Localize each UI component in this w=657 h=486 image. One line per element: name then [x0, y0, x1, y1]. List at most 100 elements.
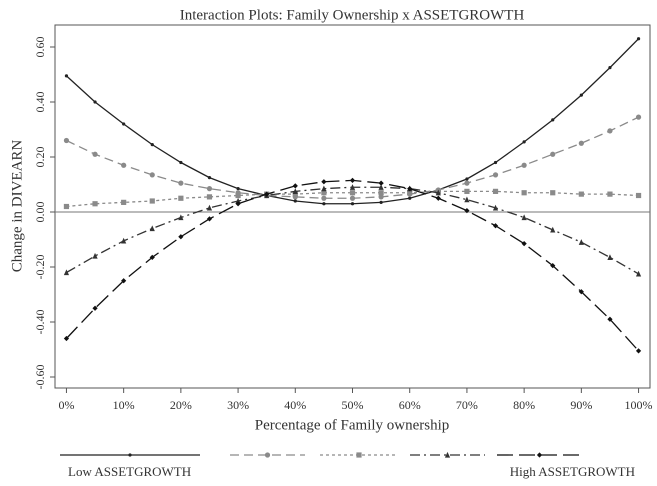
marker	[578, 239, 584, 245]
marker	[206, 186, 213, 192]
x-tick-label: 80%	[513, 398, 535, 412]
marker	[63, 203, 70, 210]
marker	[92, 305, 98, 311]
y-tick-label: 0.20	[33, 147, 47, 168]
x-tick-label: 70%	[456, 398, 478, 412]
marker	[349, 195, 356, 201]
marker	[408, 196, 412, 200]
marker	[407, 186, 413, 192]
marker	[63, 137, 70, 144]
marker	[493, 160, 498, 165]
y-tick-label: -0.60	[33, 365, 47, 390]
marker	[206, 216, 213, 222]
x-tick-label: 100%	[625, 398, 653, 412]
marker	[492, 172, 499, 178]
marker	[607, 128, 613, 134]
marker	[378, 180, 384, 186]
marker	[207, 176, 212, 180]
x-tick-label: 20%	[170, 398, 192, 412]
marker	[121, 237, 127, 244]
marker	[122, 122, 126, 126]
marker	[464, 188, 470, 194]
legend-marker	[356, 452, 362, 458]
marker	[349, 177, 356, 183]
marker	[178, 214, 184, 221]
x-tick-label: 10%	[113, 398, 135, 412]
y-tick-label: 0.00	[33, 202, 47, 223]
marker	[235, 201, 241, 207]
marker	[578, 289, 584, 295]
marker	[321, 179, 327, 185]
marker	[349, 190, 356, 196]
y-tick-label: -0.20	[33, 255, 47, 280]
marker	[349, 184, 356, 190]
plot-frame	[54, 24, 651, 389]
marker	[321, 185, 327, 192]
marker	[522, 140, 526, 144]
marker	[635, 348, 642, 354]
chart-title: Interaction Plots: Family Ownership x AS…	[180, 7, 525, 23]
x-tick-label: 90%	[570, 398, 592, 412]
marker	[464, 208, 470, 214]
marker	[321, 195, 327, 201]
legend-marker	[536, 452, 543, 458]
x-axis-label: Percentage of Family ownership	[255, 417, 450, 433]
marker	[635, 114, 642, 120]
marker	[579, 93, 583, 97]
marker	[150, 143, 154, 147]
marker	[635, 192, 642, 199]
marker	[350, 202, 355, 206]
marker	[149, 198, 155, 204]
marker	[178, 180, 184, 186]
y-axis-label: Change in DIVEARN	[9, 140, 25, 273]
marker	[92, 201, 98, 207]
marker	[492, 204, 499, 211]
marker	[492, 223, 499, 229]
marker	[322, 202, 326, 206]
marker	[321, 190, 327, 196]
marker	[292, 188, 298, 194]
marker	[63, 269, 70, 276]
marker	[292, 191, 298, 197]
marker	[607, 254, 613, 260]
marker	[636, 37, 641, 41]
marker	[178, 234, 184, 240]
marker	[378, 194, 384, 200]
marker	[92, 252, 98, 259]
x-tick-label: 0%	[58, 398, 74, 412]
marker	[378, 190, 384, 196]
marker	[578, 140, 584, 146]
marker	[178, 195, 184, 201]
x-tick-label: 50%	[342, 398, 364, 412]
y-tick-label: 0.60	[33, 37, 47, 58]
x-tick-label: 60%	[399, 398, 421, 412]
marker	[550, 263, 556, 269]
marker	[293, 199, 297, 203]
marker	[521, 190, 527, 196]
marker	[63, 335, 70, 342]
marker	[550, 190, 556, 196]
marker	[206, 204, 213, 211]
marker	[121, 199, 127, 205]
marker	[635, 270, 642, 277]
marker	[292, 183, 298, 189]
marker	[435, 189, 441, 196]
marker	[550, 151, 556, 157]
legend-label: Low ASSETGROWTH	[68, 464, 191, 479]
marker	[92, 151, 98, 157]
marker	[435, 195, 441, 201]
marker	[379, 200, 383, 204]
marker	[521, 162, 527, 168]
marker	[551, 118, 555, 122]
marker	[121, 162, 127, 168]
marker	[149, 172, 155, 178]
marker	[264, 191, 270, 197]
marker	[179, 160, 183, 165]
marker	[492, 188, 499, 194]
x-tick-label: 30%	[227, 398, 249, 412]
marker	[465, 177, 469, 181]
y-tick-label: 0.40	[33, 92, 47, 113]
marker	[550, 226, 556, 233]
legend-label: High ASSETGROWTH	[510, 464, 635, 479]
